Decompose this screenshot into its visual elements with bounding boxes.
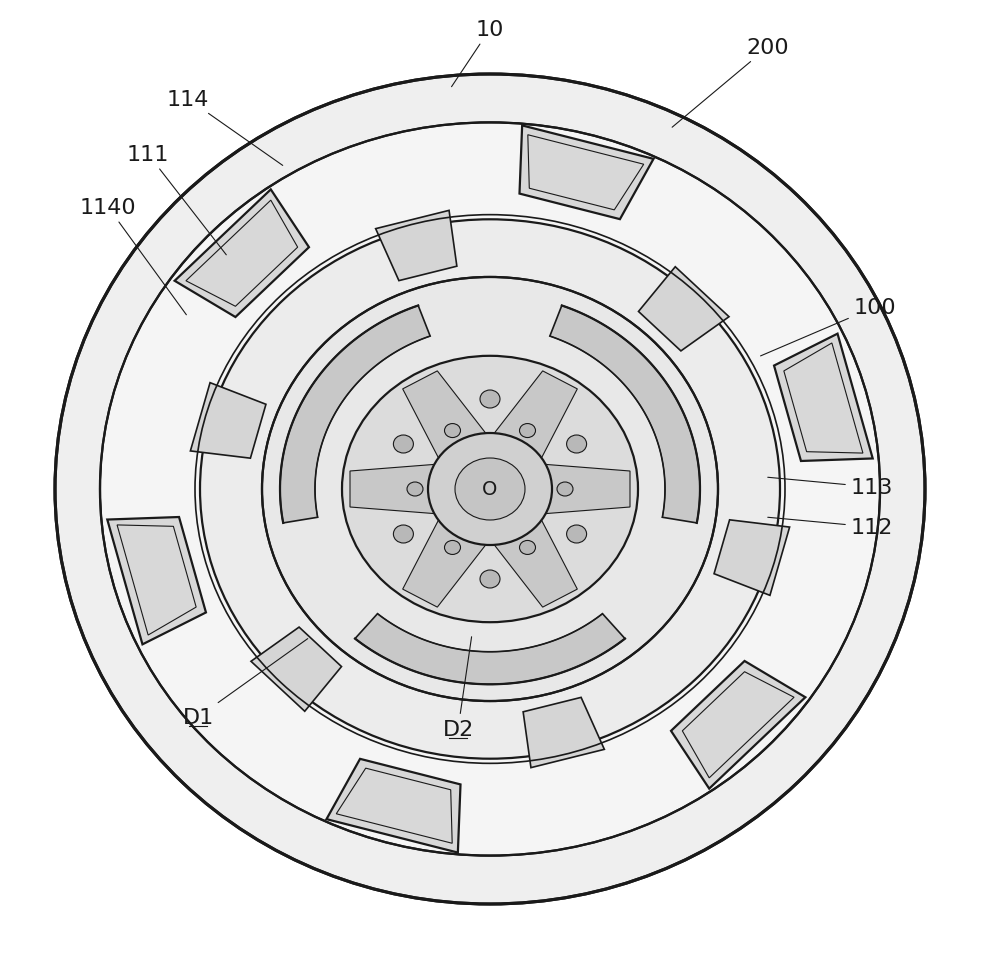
Ellipse shape	[100, 123, 880, 855]
Polygon shape	[490, 372, 577, 465]
Polygon shape	[190, 383, 266, 458]
Ellipse shape	[520, 424, 536, 438]
Polygon shape	[403, 372, 490, 465]
Polygon shape	[350, 464, 442, 515]
Text: 1140: 1140	[80, 198, 186, 315]
Ellipse shape	[567, 526, 587, 543]
Polygon shape	[403, 514, 490, 607]
Text: D1: D1	[182, 639, 308, 727]
Text: 200: 200	[672, 38, 789, 128]
Ellipse shape	[455, 458, 525, 521]
Polygon shape	[538, 464, 630, 515]
Polygon shape	[175, 190, 309, 318]
Ellipse shape	[520, 541, 536, 554]
Text: 112: 112	[768, 517, 893, 537]
Ellipse shape	[480, 571, 500, 588]
Polygon shape	[714, 520, 790, 596]
Text: 10: 10	[452, 20, 504, 87]
Ellipse shape	[342, 357, 638, 623]
Polygon shape	[519, 126, 654, 220]
Ellipse shape	[55, 75, 925, 904]
Polygon shape	[355, 614, 625, 684]
Polygon shape	[326, 759, 461, 852]
Polygon shape	[671, 661, 805, 789]
Ellipse shape	[444, 541, 460, 554]
Ellipse shape	[200, 220, 780, 759]
Polygon shape	[376, 211, 457, 282]
Polygon shape	[774, 334, 873, 461]
Polygon shape	[523, 698, 604, 768]
Polygon shape	[280, 307, 430, 524]
Text: 113: 113	[768, 478, 893, 498]
Ellipse shape	[393, 435, 413, 454]
Ellipse shape	[428, 433, 552, 546]
Text: 114: 114	[167, 90, 283, 166]
Polygon shape	[550, 307, 700, 524]
Text: 111: 111	[127, 145, 226, 256]
Text: O: O	[482, 480, 498, 499]
Ellipse shape	[393, 526, 413, 543]
Text: D2: D2	[442, 637, 474, 739]
Ellipse shape	[480, 390, 500, 408]
Ellipse shape	[567, 435, 587, 454]
Ellipse shape	[445, 424, 461, 438]
Text: 100: 100	[761, 298, 896, 357]
Polygon shape	[251, 628, 342, 711]
Polygon shape	[490, 514, 577, 607]
Polygon shape	[638, 267, 729, 352]
Ellipse shape	[407, 482, 423, 497]
Ellipse shape	[557, 482, 573, 497]
Polygon shape	[107, 517, 206, 645]
Ellipse shape	[262, 278, 718, 702]
